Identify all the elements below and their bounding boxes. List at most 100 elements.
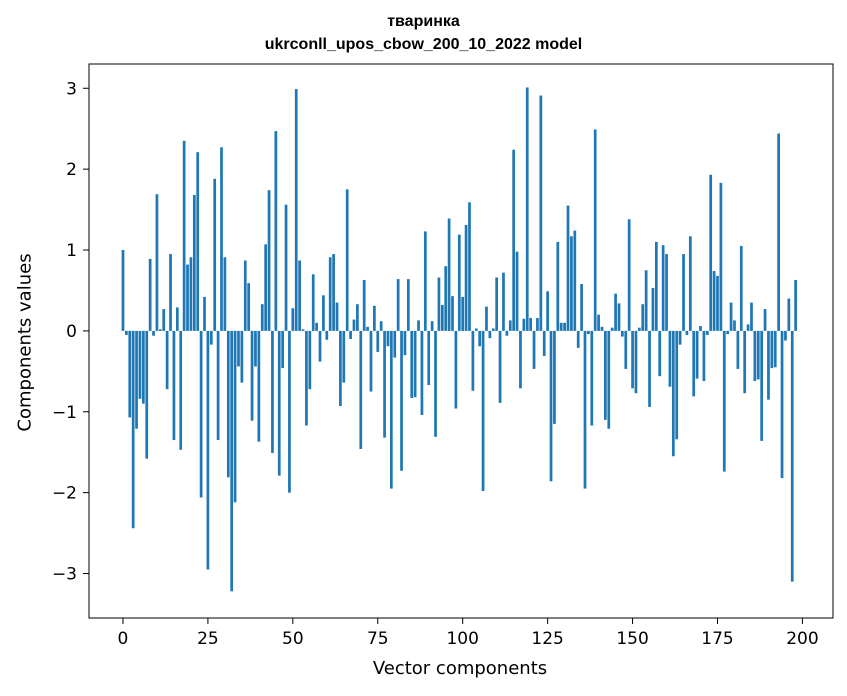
- bar: [284, 204, 288, 331]
- y-tick-label: 2: [66, 160, 77, 180]
- bar: [549, 330, 553, 482]
- bar: [654, 241, 658, 331]
- x-tick-label: 200: [786, 629, 818, 649]
- bar: [566, 205, 570, 331]
- x-tick-label: 100: [446, 629, 478, 649]
- bar: [328, 257, 332, 331]
- bar: [192, 195, 196, 331]
- bar: [539, 95, 543, 331]
- bar: [651, 288, 655, 331]
- bar: [158, 329, 162, 331]
- bar: [536, 317, 539, 331]
- y-tick-label: 0: [66, 322, 77, 342]
- bar: [678, 330, 682, 345]
- y-tick-label: −3: [52, 565, 77, 585]
- bar: [125, 330, 128, 335]
- bar: [220, 147, 223, 331]
- y-tick-label: 1: [66, 241, 77, 261]
- bar: [658, 330, 662, 377]
- bar: [376, 330, 380, 352]
- bars-group: [121, 87, 797, 592]
- bar: [736, 330, 740, 369]
- bar: [722, 330, 726, 472]
- bar: [434, 330, 437, 437]
- bar: [743, 330, 747, 394]
- bar: [175, 307, 179, 331]
- bar: [495, 277, 499, 331]
- bar: [559, 322, 563, 331]
- bar: [440, 305, 444, 331]
- bar: [617, 303, 621, 331]
- y-axis-ticks: −3 −2 −1 0 1 2 3: [52, 79, 89, 585]
- bar: [580, 283, 583, 331]
- x-tick-label: 0: [118, 629, 129, 649]
- bar: [305, 330, 308, 426]
- x-axis-label: Vector components: [372, 658, 548, 679]
- bar: [359, 330, 363, 449]
- bar: [716, 275, 719, 331]
- bar: [196, 152, 200, 331]
- bar: [386, 330, 390, 347]
- bar: [216, 330, 220, 441]
- bar: [335, 302, 339, 331]
- bar: [243, 260, 247, 331]
- bar: [342, 330, 346, 383]
- bar: [393, 330, 397, 358]
- bar: [621, 330, 624, 337]
- bar: [614, 293, 617, 331]
- chart-title: тваринка: [387, 13, 460, 30]
- bar: [624, 330, 628, 369]
- bar: [637, 327, 641, 331]
- bar: [345, 189, 349, 331]
- bar: [733, 320, 736, 331]
- bar: [512, 149, 516, 331]
- bar: [172, 330, 176, 441]
- x-tick-label: 75: [367, 629, 389, 649]
- bar: [423, 231, 427, 331]
- bar: [699, 326, 702, 331]
- bar: [593, 129, 597, 331]
- bar: [634, 330, 638, 394]
- bar: [597, 314, 600, 331]
- bar: [301, 329, 305, 331]
- bar: [420, 330, 424, 416]
- bar: [794, 279, 797, 331]
- bar: [427, 330, 431, 386]
- bar: [702, 330, 706, 382]
- bar: [600, 326, 604, 331]
- bar: [131, 330, 135, 529]
- bar: [763, 309, 767, 331]
- bar: [767, 330, 770, 400]
- bar: [271, 330, 274, 454]
- bar: [400, 330, 403, 471]
- y-axis-label: Components values: [14, 253, 36, 432]
- bar: [260, 304, 264, 331]
- bar: [525, 87, 529, 331]
- bar: [288, 330, 291, 493]
- bar: [410, 330, 414, 399]
- bar: [203, 296, 206, 331]
- bar: [332, 254, 335, 331]
- bar: [247, 283, 251, 331]
- bar: [311, 274, 315, 331]
- x-tick-label: 125: [531, 629, 563, 649]
- bar: [128, 330, 132, 418]
- bar: [498, 330, 502, 403]
- bar: [709, 174, 713, 331]
- bar: [610, 327, 614, 331]
- x-axis-ticks: 0 25 50 75 100 125 150 175 200: [118, 618, 819, 649]
- bar: [417, 320, 420, 331]
- bar: [406, 279, 410, 331]
- bar: [152, 330, 155, 336]
- bar: [186, 264, 189, 331]
- bar: [182, 140, 186, 331]
- bar: [522, 318, 526, 331]
- bar: [692, 330, 696, 397]
- bar: [468, 202, 471, 331]
- y-tick-label: −2: [52, 484, 77, 504]
- bar: [712, 271, 716, 331]
- bar: [383, 330, 386, 438]
- bar: [682, 254, 685, 331]
- bar: [478, 330, 482, 347]
- bar: [471, 330, 475, 391]
